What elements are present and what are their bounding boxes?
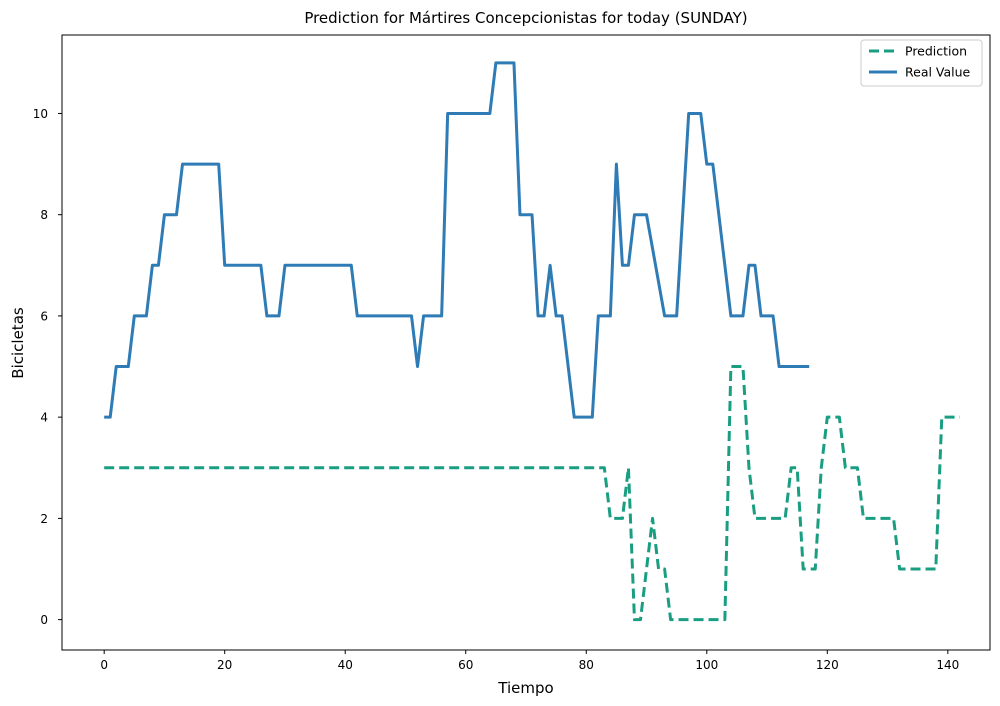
y-tick-label: 0 bbox=[40, 613, 48, 627]
legend-real-value-label: Real Value bbox=[905, 65, 971, 80]
x-tick-label: 100 bbox=[695, 658, 718, 672]
y-tick-label: 10 bbox=[33, 107, 48, 121]
x-tick-label: 120 bbox=[816, 658, 839, 672]
x-tick-label: 80 bbox=[579, 658, 594, 672]
x-tick-label: 20 bbox=[217, 658, 232, 672]
x-tick-label: 60 bbox=[458, 658, 473, 672]
legend-prediction-label: Prediction bbox=[905, 44, 967, 59]
y-axis-label: Bicicletas bbox=[9, 307, 27, 379]
x-tick-label: 40 bbox=[338, 658, 353, 672]
x-tick-label: 0 bbox=[100, 658, 108, 672]
series-line-prediction bbox=[104, 365, 960, 622]
legend: Prediction Real Value bbox=[860, 39, 983, 87]
x-tick-label: 140 bbox=[936, 658, 959, 672]
y-tick-label: 4 bbox=[40, 411, 48, 425]
series-line-real-value bbox=[104, 61, 810, 419]
y-axis-ticks: 0 2 4 6 8 10 bbox=[33, 107, 62, 627]
plot-area bbox=[61, 34, 991, 651]
x-axis-ticks: 0 20 40 60 80 100 120 140 bbox=[100, 650, 959, 672]
y-tick-label: 8 bbox=[40, 208, 48, 222]
y-tick-label: 6 bbox=[40, 309, 48, 323]
chart-title: Prediction for Mártires Concepcionistas … bbox=[304, 9, 747, 27]
series-layer bbox=[104, 61, 960, 622]
x-axis-label: Tiempo bbox=[497, 679, 553, 697]
y-tick-label: 2 bbox=[40, 512, 48, 526]
